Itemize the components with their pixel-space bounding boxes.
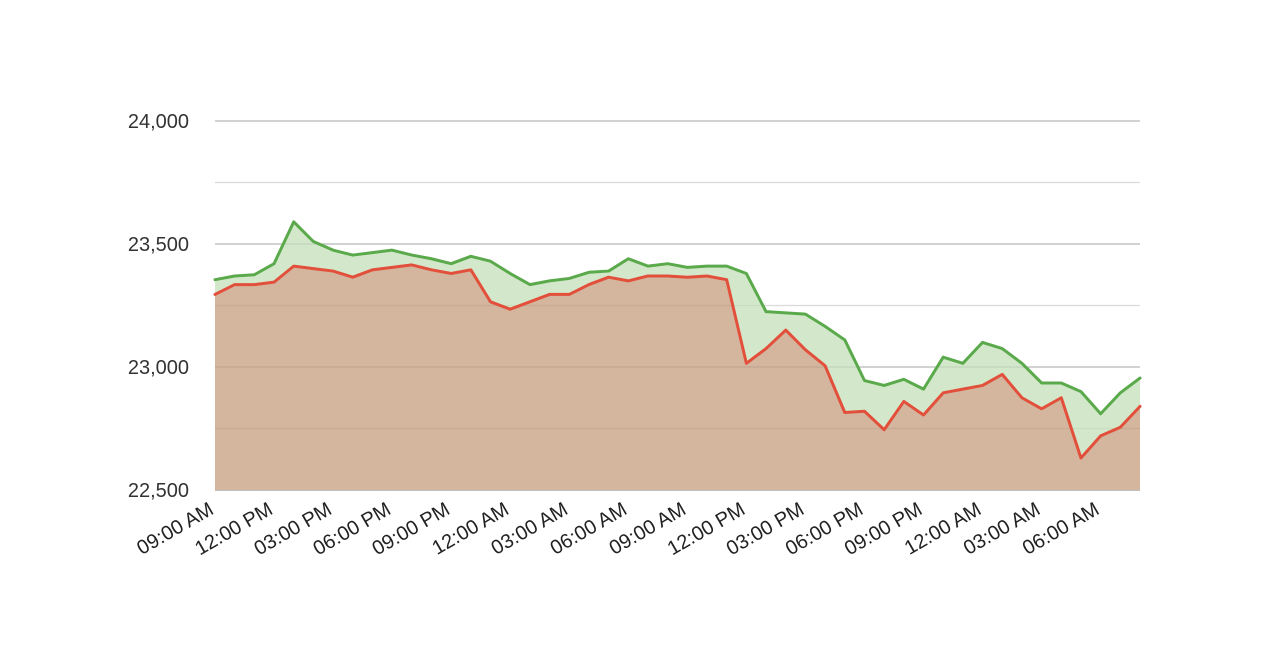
y-axis: 22,500 23,000 23,500 24,000 <box>128 111 189 502</box>
y-tick-label: 23,500 <box>128 234 189 256</box>
y-tick-label: 23,000 <box>128 357 189 379</box>
series-2-area <box>215 264 1140 490</box>
series-areas <box>215 120 1140 491</box>
series-2-line <box>213 263 1142 460</box>
y-tick-label: 22,500 <box>128 480 189 502</box>
y-tick-label: 24,000 <box>128 111 189 133</box>
series-1-line <box>213 220 1142 416</box>
series-lines <box>213 220 1142 460</box>
